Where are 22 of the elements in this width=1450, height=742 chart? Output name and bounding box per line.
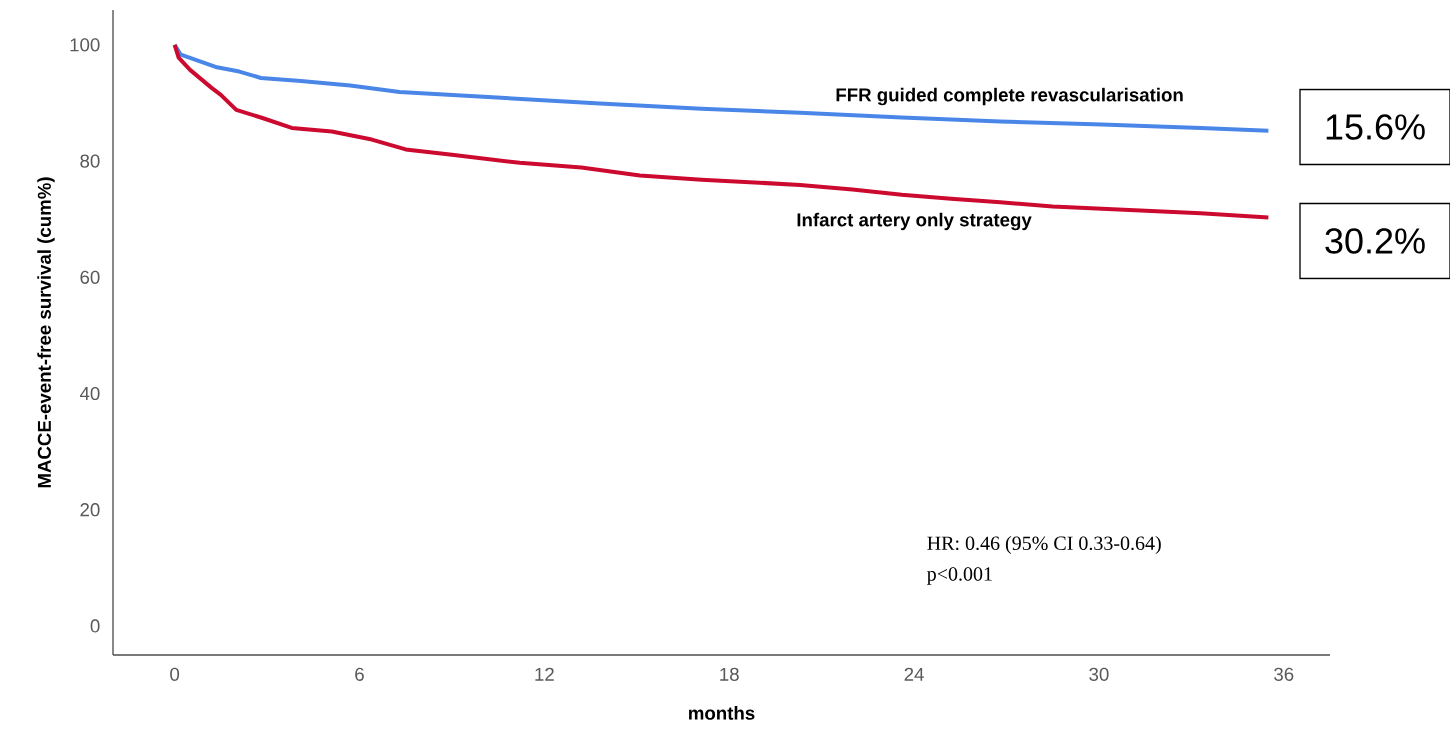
y-tick-label: 80 — [80, 154, 100, 168]
series-label: FFR guided complete revascularisation — [836, 87, 1183, 106]
series-label: Infarct artery only strategy — [797, 212, 1032, 231]
x-tick-label: 30 — [1089, 667, 1109, 681]
x-tick-label: 12 — [535, 667, 554, 681]
annotation: p<0.001 — [927, 567, 992, 585]
x-tick-label: 0 — [170, 667, 180, 681]
y-tick-label: 0 — [90, 619, 100, 633]
y-tick-label: 20 — [80, 503, 100, 517]
annotation: HR: 0.46 (95% CI 0.33-0.64) — [927, 535, 1161, 555]
annotation: 30.2% — [1325, 228, 1425, 254]
annotation: 15.6% — [1326, 114, 1425, 140]
y-tick-label: 40 — [79, 386, 100, 401]
y-axis-title: MACCE-event-free survival (cum%) — [37, 177, 55, 488]
x-tick-label: 6 — [355, 667, 364, 681]
line-series — [172, 42, 1271, 133]
y-tick-label: 60 — [80, 270, 100, 284]
x-tick-label: 18 — [720, 667, 739, 681]
y-tick-label: 100 — [70, 38, 100, 52]
x-tick-label: 36 — [1274, 667, 1294, 681]
x-axis-title: months — [689, 706, 755, 720]
x-tick-label: 24 — [904, 667, 924, 681]
